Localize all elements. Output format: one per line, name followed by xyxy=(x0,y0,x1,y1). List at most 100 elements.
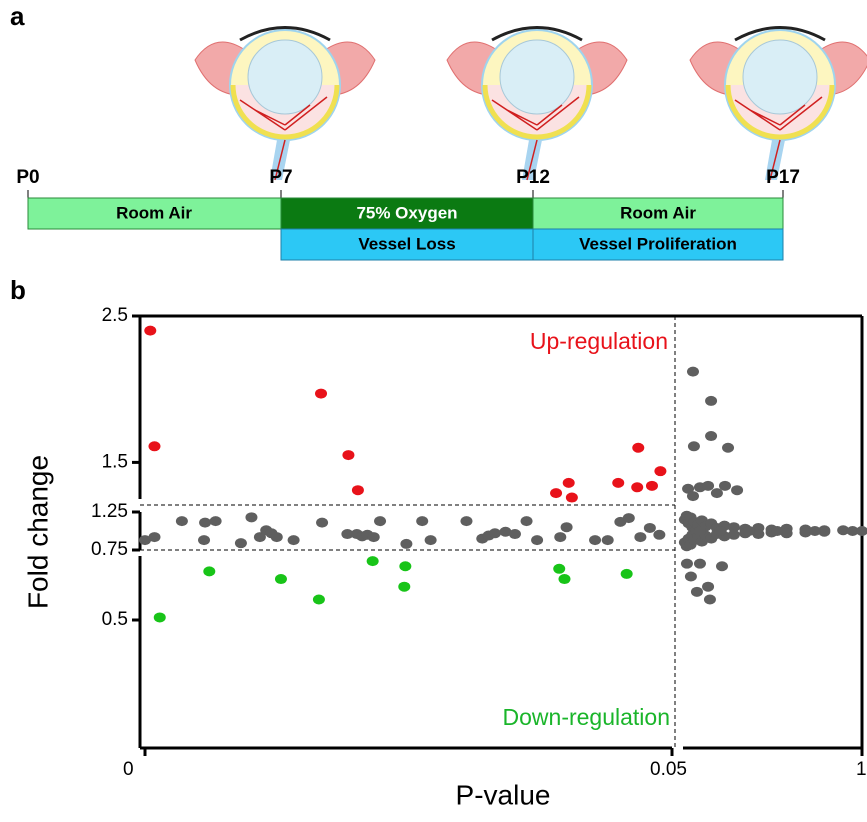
phase-bar xyxy=(532,197,784,230)
x-tick-label: 1 xyxy=(856,759,867,780)
data-point xyxy=(565,492,578,503)
data-point xyxy=(203,566,216,577)
data-point xyxy=(702,581,715,592)
data-point xyxy=(554,532,567,543)
data-point xyxy=(705,395,718,406)
data-point xyxy=(710,488,723,499)
data-point xyxy=(686,366,699,377)
data-point xyxy=(175,516,188,527)
data-point xyxy=(752,529,765,540)
timepoint: P7 xyxy=(269,167,292,188)
y-axis-label: Fold change xyxy=(22,455,53,609)
data-point xyxy=(818,526,831,537)
annotation: Down-regulation xyxy=(503,704,670,730)
data-point xyxy=(416,516,429,527)
data-point xyxy=(742,526,755,536)
data-point xyxy=(520,516,533,527)
data-point xyxy=(716,561,729,572)
data-point xyxy=(367,532,380,543)
eye-illustration xyxy=(447,28,627,181)
eye-illustration xyxy=(690,28,867,181)
data-point xyxy=(558,574,571,585)
data-point xyxy=(686,491,699,502)
data-point xyxy=(771,526,784,536)
data-point xyxy=(702,480,715,491)
data-point xyxy=(560,522,573,533)
data-point xyxy=(312,594,325,605)
data-point xyxy=(374,516,387,527)
phase-label: Room Air xyxy=(620,203,696,222)
data-point xyxy=(366,556,379,567)
data-point xyxy=(846,526,859,536)
annotation: Up-regulation xyxy=(530,328,668,354)
data-point xyxy=(632,442,645,453)
data-point xyxy=(589,535,602,546)
data-point xyxy=(682,483,695,494)
data-point xyxy=(148,532,161,543)
timepoint: P17 xyxy=(766,167,800,188)
phase-label: 75% Oxygen xyxy=(356,203,457,222)
data-point xyxy=(722,442,735,453)
data-point xyxy=(727,522,740,533)
data-point xyxy=(780,528,793,539)
timeline: P0 P7 P12 P17 Room Air 75% Oxygen Room A… xyxy=(16,167,800,261)
data-point xyxy=(499,526,512,537)
data-point xyxy=(643,522,656,533)
data-point xyxy=(287,535,300,546)
data-point xyxy=(148,441,161,452)
data-point xyxy=(562,477,575,488)
data-point xyxy=(316,517,329,528)
data-point xyxy=(620,568,633,579)
timepoint: P12 xyxy=(516,167,550,188)
data-point xyxy=(703,594,716,605)
timepoint: P0 xyxy=(16,167,39,188)
data-point xyxy=(341,529,354,540)
data-point xyxy=(253,532,266,543)
data-point xyxy=(139,535,151,546)
data-point xyxy=(460,516,473,527)
data-point xyxy=(270,532,283,543)
data-point xyxy=(274,574,287,585)
data-point xyxy=(199,517,212,528)
data-point xyxy=(687,441,700,452)
data-point xyxy=(631,482,644,493)
data-point xyxy=(553,563,566,574)
data-point xyxy=(856,526,867,536)
data-point xyxy=(315,388,328,399)
y-tick-label: 2.5 xyxy=(102,305,128,326)
data-point xyxy=(612,477,625,488)
data-point xyxy=(400,538,413,549)
data-point xyxy=(727,529,740,540)
phase-bar xyxy=(532,228,784,261)
data-point xyxy=(690,586,703,597)
data-point xyxy=(684,571,697,582)
data-point xyxy=(531,535,544,546)
data-point xyxy=(342,450,355,461)
x-tick-label: 0.05 xyxy=(650,759,687,780)
data-point xyxy=(808,526,821,536)
data-point xyxy=(153,612,166,623)
data-point xyxy=(719,480,732,491)
x-tick-label: 0 xyxy=(123,759,134,780)
data-point xyxy=(634,532,647,543)
y-tick-label: 1.25 xyxy=(91,501,128,522)
data-point xyxy=(399,561,412,572)
data-point xyxy=(654,466,667,477)
data-point xyxy=(424,535,437,546)
y-tick-label: 0.5 xyxy=(102,609,128,630)
data-point xyxy=(209,516,222,527)
data-point xyxy=(508,529,521,540)
y-tick-label: 0.75 xyxy=(91,539,128,560)
x-axis-label: P-value xyxy=(456,779,551,810)
data-point xyxy=(198,535,211,546)
data-point xyxy=(837,525,850,536)
data-point xyxy=(488,528,501,539)
data-point xyxy=(550,488,563,499)
data-point xyxy=(714,526,727,536)
data-point xyxy=(144,325,157,336)
data-point xyxy=(653,529,666,540)
data-point xyxy=(799,527,812,538)
panel-label: b xyxy=(10,275,26,305)
data-point xyxy=(693,526,706,536)
